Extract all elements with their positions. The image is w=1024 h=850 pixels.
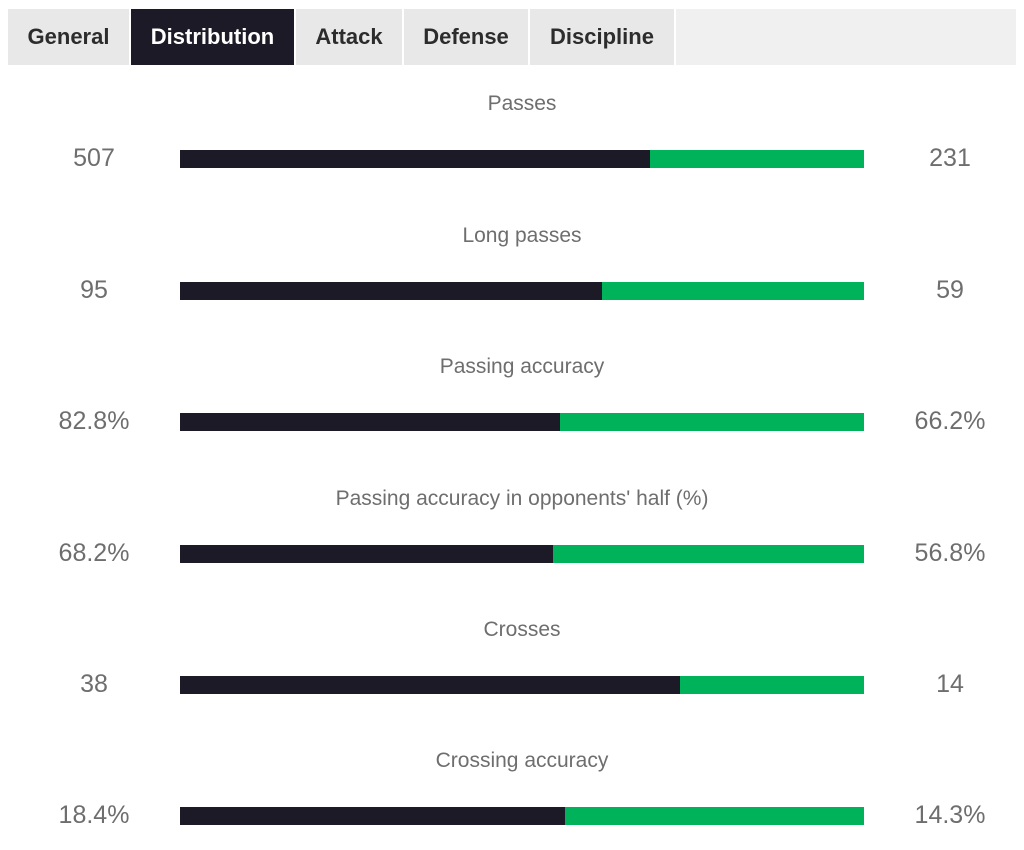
stat-title: Long passes [462,224,582,247]
stat-bar-away [649,150,864,168]
tab-discipline[interactable]: Discipline [530,9,676,65]
stat-bar [180,545,864,563]
stat-bar-home [180,545,554,563]
tab-distribution[interactable]: Distribution [131,9,296,65]
stat-bar-away [565,807,864,825]
stat-bar-away [680,676,864,694]
stat-bar-home [180,807,566,825]
tab-attack[interactable]: Attack [296,9,404,65]
stat-bar-home [180,150,650,168]
stat-home-value: 18.4% [58,801,130,829]
stat-home-value: 95 [80,276,108,304]
tab-general[interactable]: General [8,9,131,65]
stat-bar-home [180,676,680,694]
stat-bar-home [180,413,561,431]
stat-away-value: 14.3% [914,801,986,829]
stat-row-passes: Passes 507 231 [0,92,1024,192]
stat-row-passing-accuracy: Passing accuracy 82.8% 66.2% [0,355,1024,455]
stat-away-value: 56.8% [914,539,986,567]
stat-bar [180,676,864,694]
stat-bar [180,150,864,168]
stat-bar-away [602,282,864,300]
stat-bar-away [560,413,864,431]
stat-away-value: 14 [936,670,964,698]
stat-bar [180,413,864,431]
stat-home-value: 82.8% [58,407,130,435]
stat-title: Crosses [483,618,561,641]
stat-title: Passing accuracy [439,355,605,378]
stat-row-crosses: Crosses 38 14 [0,618,1024,718]
stat-away-value: 59 [936,276,964,304]
stat-row-crossing-accuracy: Crossing accuracy 18.4% 14.3% [0,749,1024,849]
stat-title: Passing accuracy in opponents' half (%) [335,487,709,510]
tab-defense[interactable]: Defense [404,9,530,65]
stat-home-value: 38 [80,670,108,698]
stat-home-value: 68.2% [58,539,130,567]
stat-bar-home [180,282,603,300]
stat-bar-away [553,545,864,563]
stat-away-value: 231 [929,144,971,172]
stat-bar [180,807,864,825]
stat-title: Crossing accuracy [435,749,609,772]
stats-tab-bar: General Distribution Attack Defense Disc… [8,9,1016,65]
stat-title: Passes [487,92,557,115]
stat-bar [180,282,864,300]
stat-row-long-passes: Long passes 95 59 [0,224,1024,324]
stat-row-passing-accuracy-opponents-half: Passing accuracy in opponents' half (%) … [0,487,1024,587]
stat-home-value: 507 [73,144,115,172]
stat-away-value: 66.2% [914,407,986,435]
